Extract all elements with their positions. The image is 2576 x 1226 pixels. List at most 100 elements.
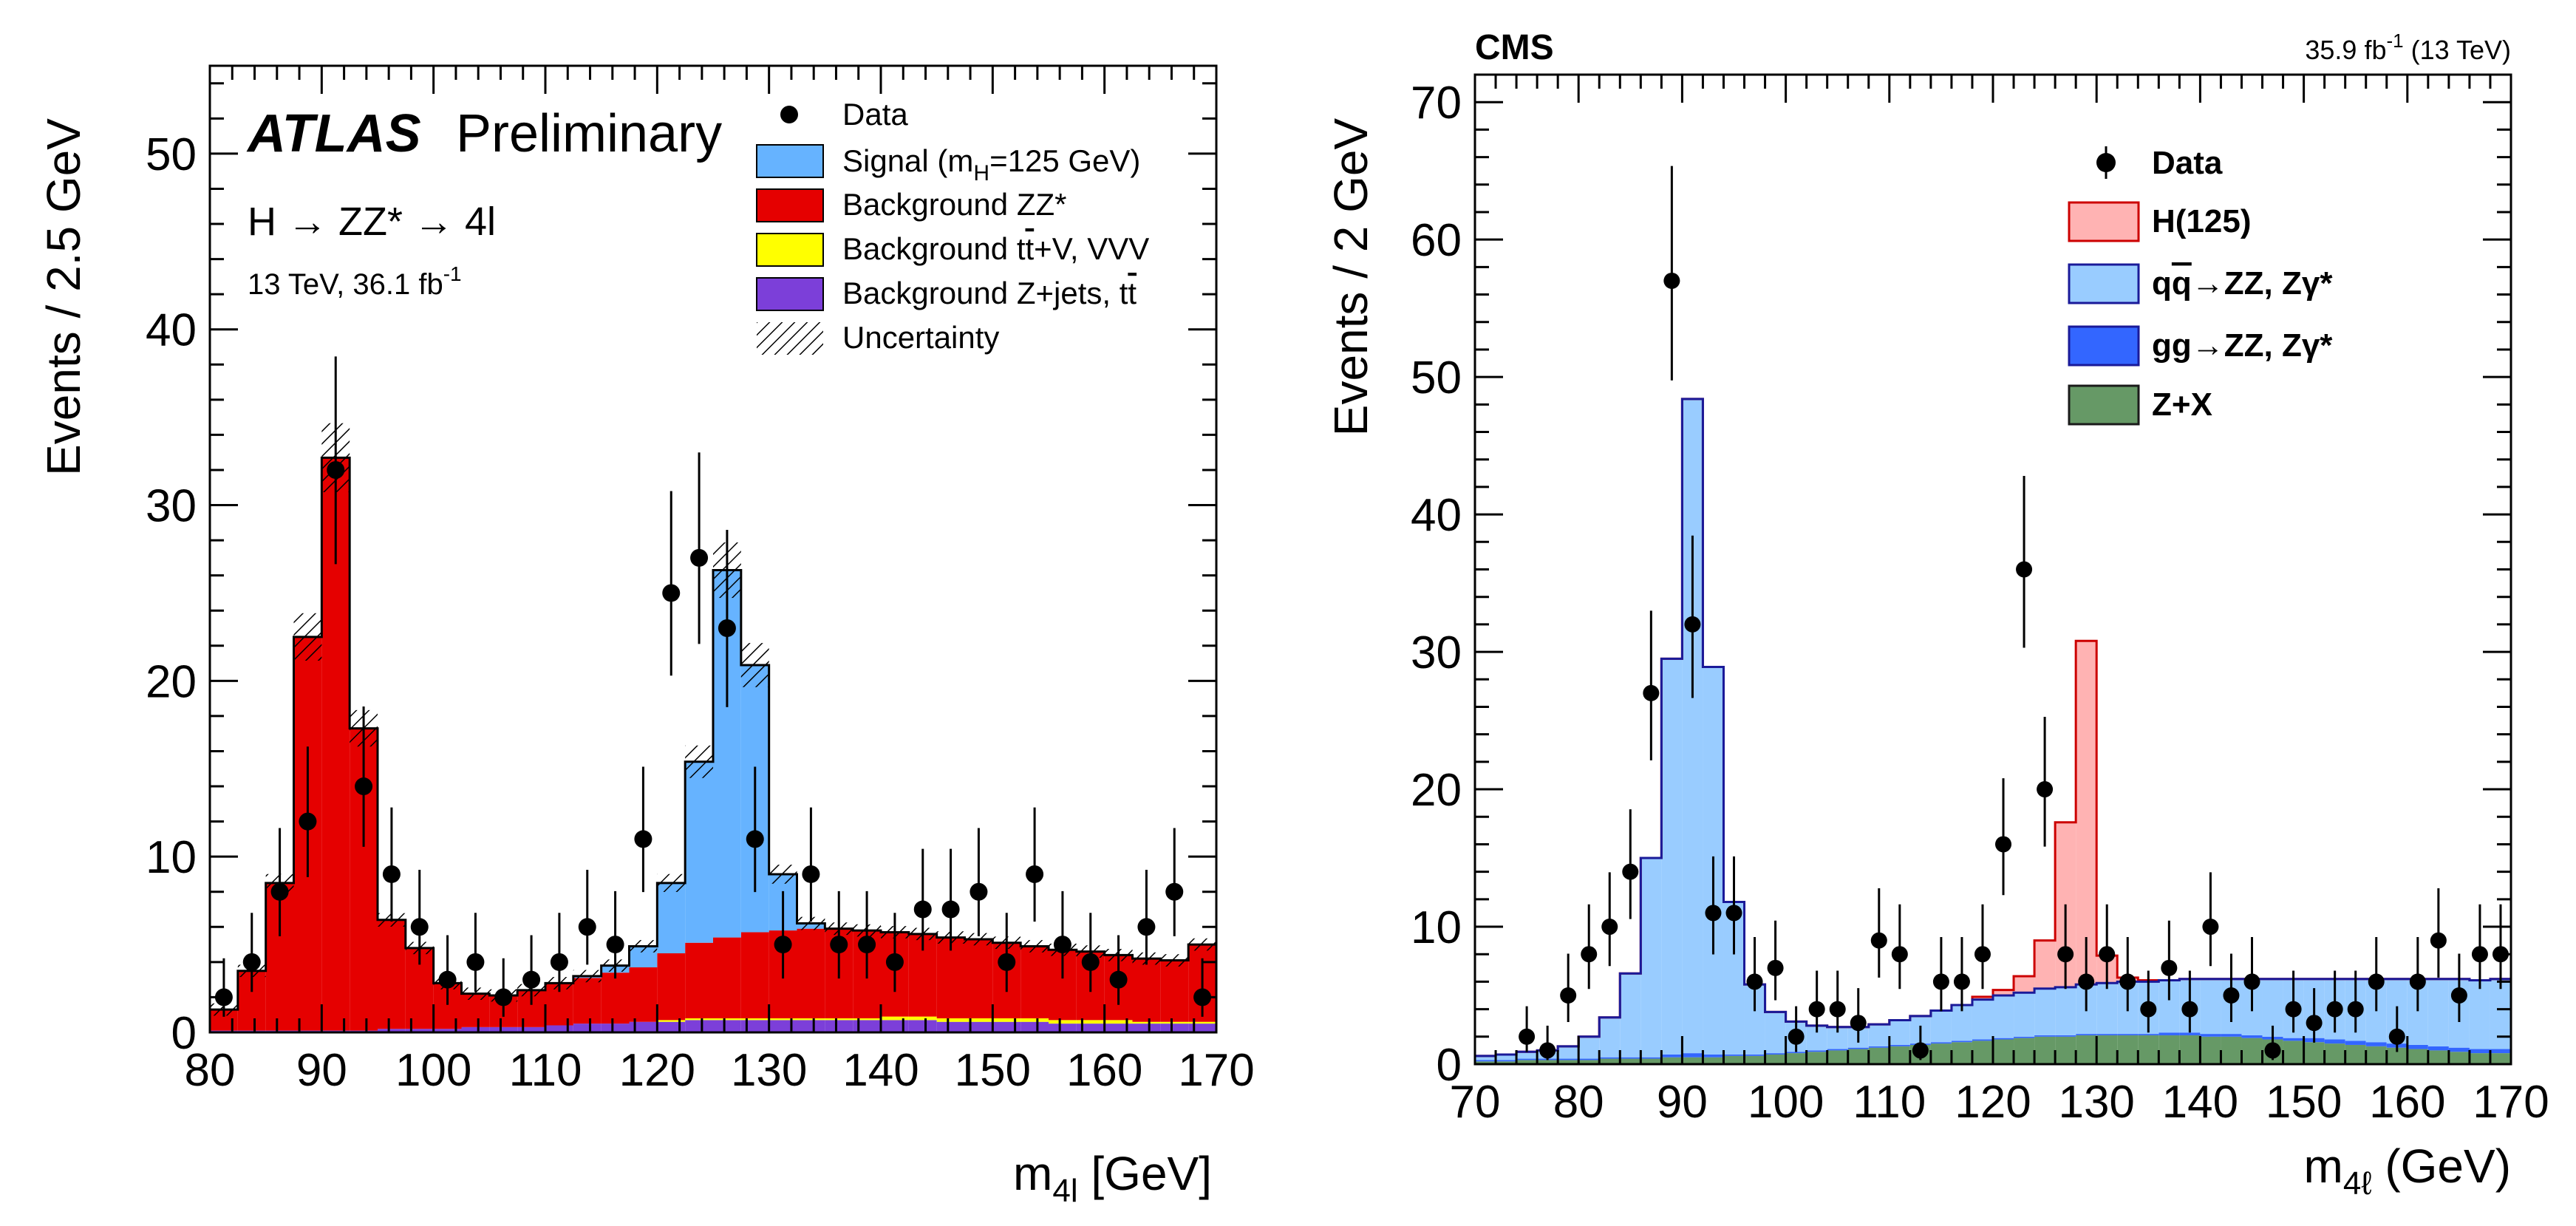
atlas-data-point bbox=[438, 970, 457, 989]
cms-data-point bbox=[2306, 1015, 2323, 1032]
cms-data-point bbox=[1767, 959, 1784, 976]
ttv-swatch-icon bbox=[756, 233, 824, 267]
cms-x-tick-label: 130 bbox=[2058, 1077, 2134, 1128]
atlas-uncertainty-band-16 bbox=[657, 873, 686, 892]
cms-bar-qq-zz-z--0 bbox=[1475, 1055, 1496, 1060]
atlas-bar-background-tt-v-vvv-27 bbox=[964, 1018, 993, 1022]
cms-bar-qq-zz-z--30 bbox=[2096, 983, 2118, 1035]
atlas-uncertainty-band-35 bbox=[1188, 938, 1216, 951]
atlas-bar-background-tt-v-vvv-32 bbox=[1104, 1020, 1133, 1024]
cms-bar-gg-zz-z--26 bbox=[2014, 1036, 2035, 1038]
atlas-data-point bbox=[1026, 865, 1044, 883]
cms-bar-gg-zz-z--22 bbox=[1930, 1042, 1952, 1044]
atlas-data-point bbox=[662, 584, 681, 602]
atlas-bar-background-z-jets-tt-12 bbox=[545, 1025, 573, 1032]
atlas-uncertainty-band-3 bbox=[293, 613, 322, 661]
cms-bar-z-x-19 bbox=[1868, 1047, 1890, 1064]
cms-stack-outline bbox=[1473, 398, 2511, 1064]
uncertainty-swatch-icon bbox=[757, 322, 823, 355]
cms-bar-qq-zz-z--10 bbox=[1682, 398, 1703, 1054]
atlas-data-point bbox=[494, 988, 513, 1007]
atlas-data-point bbox=[858, 936, 876, 954]
atlas-bar-background-z-jets-tt-11 bbox=[517, 1026, 545, 1032]
atlas-bar-background-zz--19 bbox=[740, 932, 769, 1018]
atlas-bar-background-tt-v-vvv-25 bbox=[908, 1016, 937, 1021]
cms-data-point bbox=[1995, 836, 2012, 853]
atlas-bar-background-zz--33 bbox=[1132, 958, 1161, 1022]
cms-data-point bbox=[2471, 946, 2488, 963]
cms-axes: 70 80 90 100 110 120 130 140 150 160 170 0 10 20 30 40 5… bbox=[1411, 73, 2549, 1128]
cms-data-point bbox=[1850, 1015, 1867, 1032]
atlas-bar-background-tt-v-vvv-35 bbox=[1188, 1021, 1216, 1024]
cms-bar-z-x-4 bbox=[1558, 1060, 1579, 1064]
cms-bar-z-x-29 bbox=[2076, 1035, 2097, 1064]
atlas-x-tick-label: 120 bbox=[619, 1045, 695, 1096]
cms-bar-z-x-17 bbox=[1827, 1050, 1848, 1064]
cms-data-point bbox=[1581, 946, 1598, 963]
cms-bar-gg-zz-z--47 bbox=[2448, 1047, 2470, 1052]
cms-data-point bbox=[1746, 973, 1763, 990]
cms-legend-higgs: H(125) bbox=[2068, 201, 2252, 242]
cms-data-point bbox=[2037, 781, 2054, 798]
cms-bar-z-x-41 bbox=[2324, 1043, 2345, 1064]
cms-data-point bbox=[2388, 1028, 2405, 1045]
atlas-bar-background-zz--15 bbox=[629, 967, 658, 1022]
cms-data-point bbox=[1912, 1042, 1929, 1059]
cms-bar-z-x-10 bbox=[1682, 1057, 1703, 1064]
atlas-uncertainty-band-29 bbox=[1020, 940, 1049, 953]
cms-data-point bbox=[2202, 919, 2219, 936]
atlas-bar-background-tt-v-vvv-18 bbox=[713, 1018, 741, 1021]
atlas-bar-background-z-jets-tt-28 bbox=[992, 1021, 1021, 1032]
atlas-data-point bbox=[941, 900, 960, 919]
cms-y-tick-label: 60 bbox=[1411, 215, 1462, 266]
atlas-legend-zjets: Background Z+jets, tt bbox=[756, 276, 1137, 311]
cms-bar-z-x-8 bbox=[1640, 1058, 1662, 1064]
cms-bar-gg-zz-z--17 bbox=[1827, 1049, 1848, 1051]
atlas-x-tick-label: 130 bbox=[731, 1045, 807, 1096]
cms-y-tick-label: 10 bbox=[1411, 902, 1462, 953]
cms-legend-qqzz: qq→ZZ, Zγ* bbox=[2068, 263, 2333, 304]
atlas-legend-uncertainty-label: Uncertainty bbox=[842, 320, 999, 355]
cms-data-point bbox=[2430, 932, 2447, 949]
atlas-bar-background-tt-v-vvv-30 bbox=[1049, 1020, 1077, 1024]
atlas-data-point bbox=[327, 460, 345, 479]
cms-bar-z-x-34 bbox=[2179, 1035, 2201, 1064]
atlas-data-point bbox=[1081, 953, 1100, 971]
atlas-bar-background-tt-v-vvv-22 bbox=[825, 1018, 853, 1021]
atlas-x-tick-label: 150 bbox=[955, 1045, 1031, 1096]
cms-data-point bbox=[1684, 616, 1701, 633]
cms-y-axis-label: Events / 2 GeV bbox=[1324, 118, 1377, 436]
atlas-bar-signal-mh-125-gev--16 bbox=[657, 882, 686, 953]
atlas-data-point bbox=[774, 936, 792, 954]
cms-bar-gg-zz-z--6 bbox=[1599, 1057, 1621, 1059]
cms-lumi-label: 35.9 fb-1 (13 TeV) bbox=[2305, 30, 2511, 65]
atlas-bar-background-tt-v-vvv-19 bbox=[740, 1018, 769, 1021]
atlas-data-point bbox=[1137, 918, 1156, 936]
cms-data-point bbox=[2099, 946, 2116, 963]
cms-bar-z-x-12 bbox=[1723, 1055, 1745, 1064]
cms-y-tick-label: 50 bbox=[1411, 353, 1462, 403]
atlas-data-point bbox=[970, 882, 988, 901]
atlas-legend-zjets-label: Background Z+jets, tt bbox=[842, 276, 1137, 310]
cms-bar-z-x-18 bbox=[1847, 1049, 1869, 1064]
cms-bar-h-125--26 bbox=[2014, 975, 2035, 993]
cms-bar-z-x-14 bbox=[1765, 1054, 1786, 1064]
atlas-bar-background-tt-v-vvv-23 bbox=[853, 1018, 881, 1021]
cms-bar-gg-zz-z--33 bbox=[2158, 1032, 2180, 1035]
atlas-status-label: Preliminary bbox=[456, 104, 722, 163]
cms-data-point bbox=[2409, 973, 2426, 990]
atlas-bar-background-z-jets-tt-27 bbox=[964, 1021, 993, 1032]
atlas-plot-frame bbox=[208, 64, 1218, 1034]
cms-data-point bbox=[2347, 1001, 2364, 1018]
atlas-legend-data: Data bbox=[780, 97, 908, 132]
cms-bar-gg-zz-z--8 bbox=[1640, 1057, 1662, 1059]
cms-bar-qq-zz-z--24 bbox=[1972, 999, 1993, 1040]
cms-bar-gg-zz-z--12 bbox=[1723, 1054, 1745, 1056]
cms-bar-gg-zz-z--36 bbox=[2221, 1034, 2242, 1037]
atlas-x-tick-label: 110 bbox=[509, 1045, 582, 1096]
qqzz-swatch-icon bbox=[2068, 263, 2140, 304]
cms-legend-data: Data bbox=[2096, 145, 2223, 181]
atlas-data-point bbox=[1165, 882, 1184, 901]
atlas-x-axis-label: m4l [GeV] bbox=[1013, 1147, 1212, 1209]
cms-stacked-histogram bbox=[1473, 398, 2511, 1064]
